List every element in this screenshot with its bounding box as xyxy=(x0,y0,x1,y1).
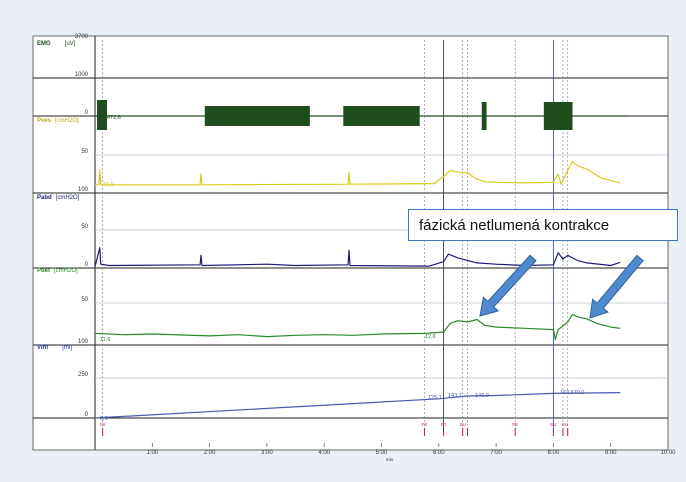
x-tick-label: 8:00 xyxy=(548,450,560,456)
track-unit: [cmH2O] xyxy=(55,118,79,124)
x-axis-unit: min xyxy=(386,457,394,462)
annotation-label: 0,0 xyxy=(100,416,108,422)
annotation-label: 12,6 xyxy=(425,334,436,340)
plot-background xyxy=(32,35,669,451)
axis-value-label: 50 xyxy=(81,224,88,230)
axis-value-label: 50 xyxy=(81,149,88,155)
axis-value-label: 3700 xyxy=(75,34,89,40)
track-label-pves: Pves [cmH2O] xyxy=(37,118,79,124)
track-label-vinf: Vinf [ml] xyxy=(37,345,72,351)
emg-burst xyxy=(543,102,554,130)
emg-burst xyxy=(481,102,487,130)
axis-value-label: 0 xyxy=(85,262,89,268)
x-tick-label: 7:00 xyxy=(490,450,502,456)
series-line-vinf xyxy=(94,392,621,419)
axis-value-label: 250 xyxy=(78,372,89,378)
event-marker-label: FS xyxy=(512,422,518,427)
track-unit: [cmH2O] xyxy=(55,195,80,201)
track-label-pabd: Pabd [cmH2O] xyxy=(37,195,79,201)
series-line-pves xyxy=(95,160,621,186)
annotation-label: 11,6 xyxy=(100,337,110,343)
axis-value-label: 100 xyxy=(78,187,89,193)
series-line-pabd xyxy=(94,247,621,267)
emg-burst xyxy=(204,106,310,126)
annotation-label: 472,8 xyxy=(107,115,121,121)
event-marker-label: SU xyxy=(550,422,556,427)
axis-value-label: 0 xyxy=(85,110,89,116)
event-marker-label: SU xyxy=(562,422,568,427)
x-tick-label: 2:00 xyxy=(204,450,216,456)
event-marker-label: FS xyxy=(422,422,428,427)
emg-burst xyxy=(553,102,573,130)
x-tick-label: 3:00 xyxy=(261,450,273,456)
annotation-label: 163,670,0 xyxy=(560,390,584,396)
track-label-pdet: Pdet [cmH2O] xyxy=(37,268,78,274)
event-marker-label: FD xyxy=(441,422,448,427)
track-unit: [uV] xyxy=(64,41,76,47)
annotation-label: 149,0 xyxy=(475,393,489,399)
x-tick-label: 1:00 xyxy=(146,450,158,456)
annotation-label: 143,7 xyxy=(448,393,462,399)
axis-value-label: 0 xyxy=(85,412,89,418)
track-name: Pdet xyxy=(37,268,51,274)
axis-value-label: 50 xyxy=(81,297,88,303)
event-marker-label: SU xyxy=(460,422,466,427)
axis-value-label: 100 xyxy=(78,339,89,345)
track-name: Pves xyxy=(37,118,52,124)
track-unit: [cmH2O] xyxy=(54,268,78,274)
track-label-emg: EMG [uV] xyxy=(37,41,75,47)
emg-burst xyxy=(97,100,107,130)
x-tick-label: 10:00 xyxy=(660,450,676,456)
callout-text: fázická netlumená kontrakce xyxy=(419,216,610,234)
x-tick-label: 9:00 xyxy=(605,450,617,456)
x-tick-label: 4:00 xyxy=(318,450,330,456)
annotation-label: 125,1 xyxy=(428,395,442,401)
emg-burst xyxy=(343,106,420,126)
axis-value-label: 1000 xyxy=(75,72,89,78)
series-line-pdet xyxy=(94,313,621,341)
track-name: Vinf xyxy=(37,345,49,351)
callout-arrow xyxy=(589,254,644,319)
track-unit: [ml] xyxy=(62,345,72,351)
callout-arrow xyxy=(479,254,537,317)
callout-box: fázická netlumená kontrakce xyxy=(408,209,678,241)
event-marker-label: FS xyxy=(100,422,106,427)
x-tick-label: 6:00 xyxy=(433,450,445,456)
x-tick-label: 5:00 xyxy=(376,450,388,456)
annotation-label: 16,9 xyxy=(103,182,114,188)
track-name: EMG xyxy=(37,41,51,47)
track-name: Pabd xyxy=(37,195,52,201)
